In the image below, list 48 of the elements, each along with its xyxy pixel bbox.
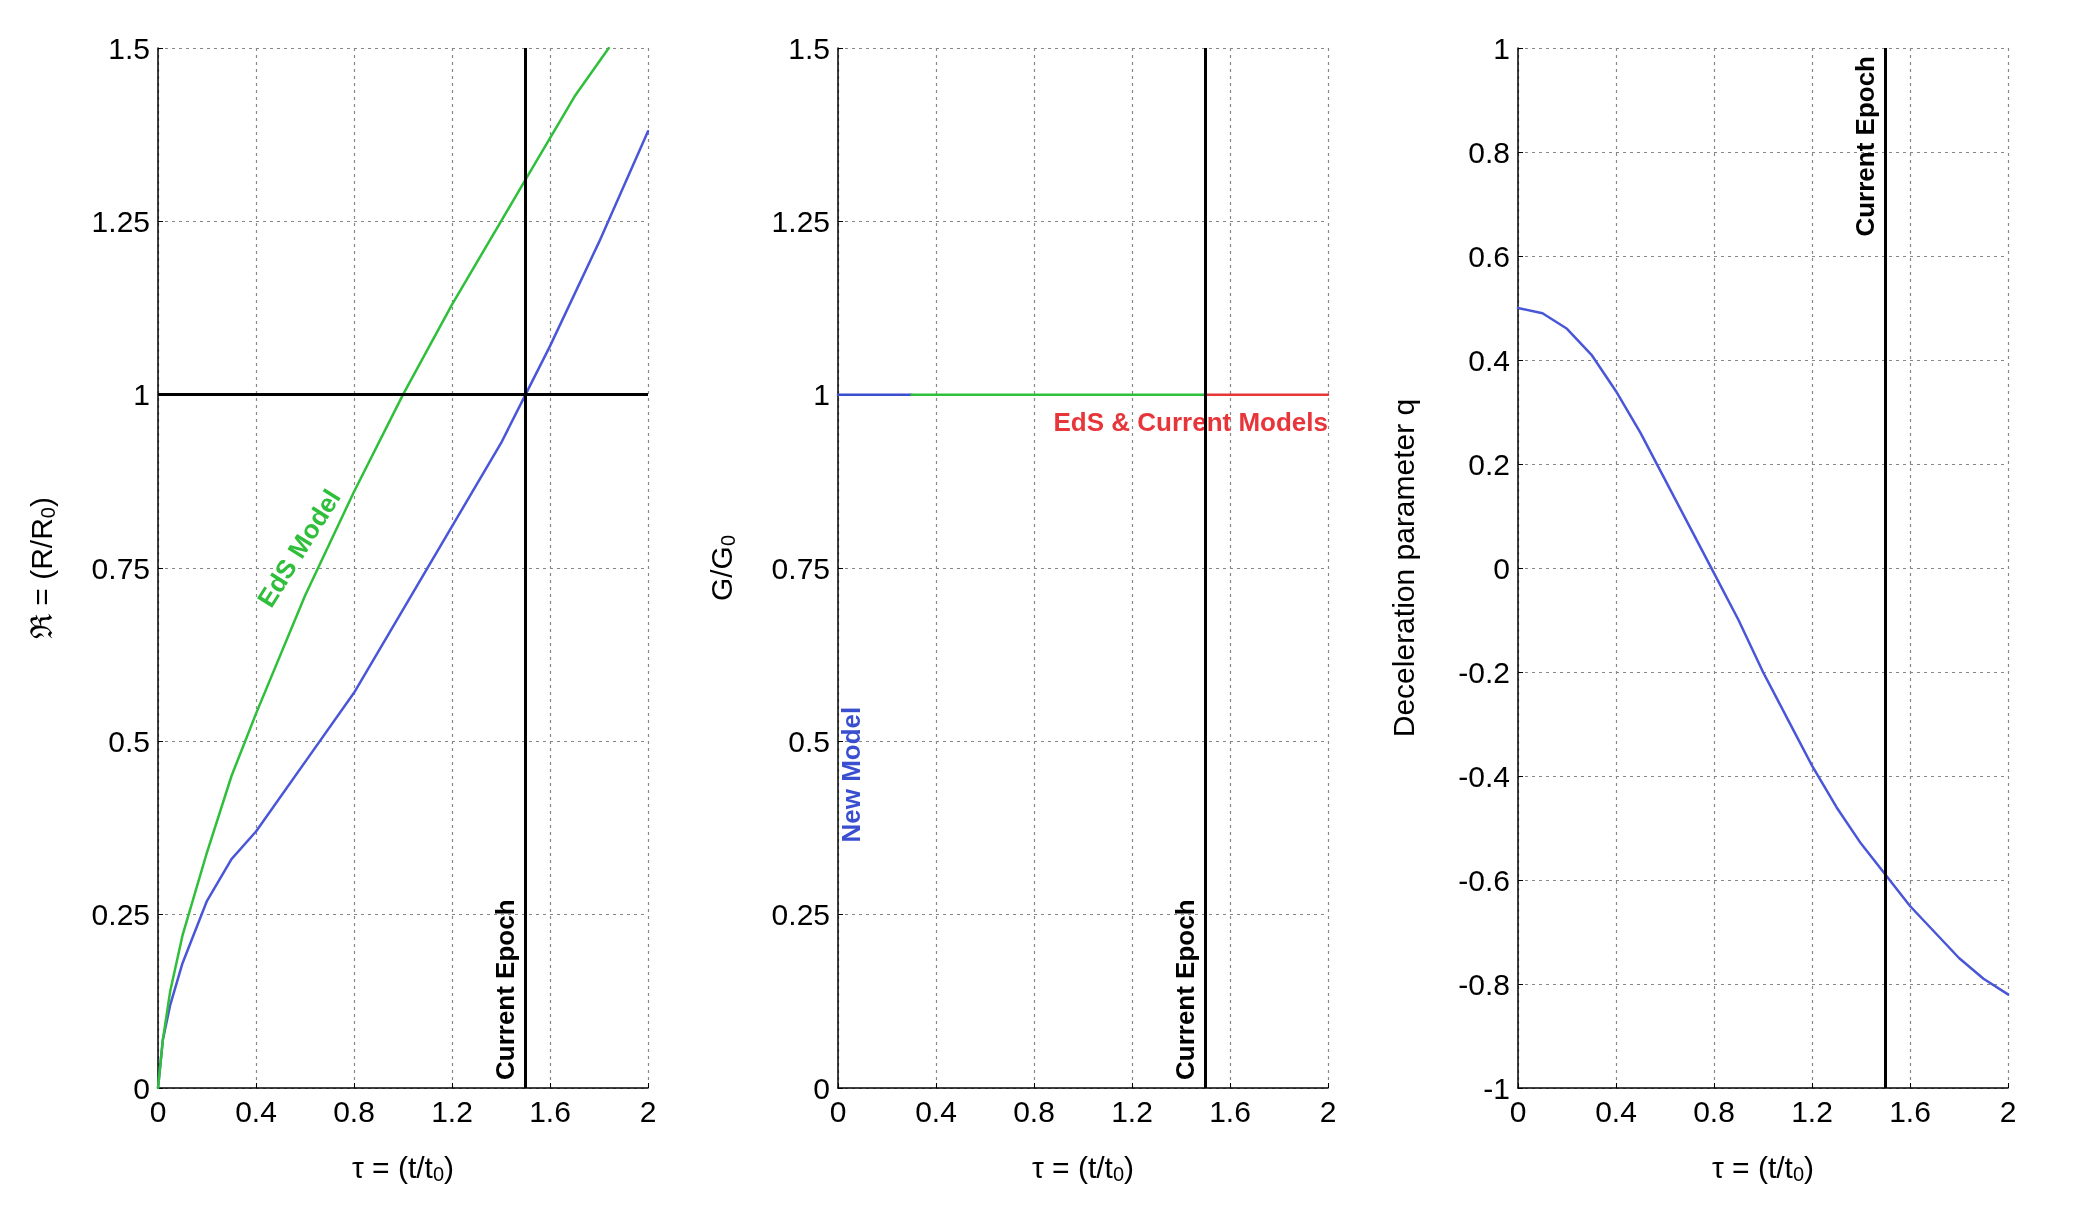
y-tick-label: -0.8: [1458, 967, 1510, 1001]
y-tick-label: 1.5: [108, 31, 150, 65]
x-tick-label: 2: [1999, 1094, 2017, 1128]
ref-line-label: Current Epoch: [1169, 899, 1200, 1080]
x-tick-label: 0.4: [915, 1094, 957, 1128]
y-tick-label: 0.4: [1468, 343, 1510, 377]
y-tick-label: 0.8: [1468, 135, 1510, 169]
x-tick-label: 1.2: [1111, 1094, 1153, 1128]
x-tick-label: 0.8: [1013, 1094, 1055, 1128]
x-tick-label: 1.6: [1889, 1094, 1931, 1128]
y-tick-label: 0.25: [91, 898, 150, 932]
y-tick-label: 0.2: [1468, 447, 1510, 481]
ref-line-label: Current Epoch: [1849, 56, 1880, 237]
y-tick-label: 0: [813, 1071, 830, 1105]
x-tick-label: 1.2: [1791, 1094, 1833, 1128]
y-tick-label: 1.5: [788, 31, 830, 65]
y-tick-label: -0.4: [1458, 759, 1510, 793]
x-tick-label: 1.2: [431, 1094, 473, 1128]
y-tick-label: 0.75: [91, 551, 150, 585]
y-tick-label: 0.25: [771, 898, 830, 932]
y-axis-title: Deceleration parameter q: [1386, 398, 1420, 738]
y-tick-label: 0.75: [771, 551, 830, 585]
y-tick-label: 1.25: [771, 204, 830, 238]
y-axis-title: ℜ = (R/R0): [24, 497, 59, 639]
y-tick-label: -0.6: [1458, 863, 1510, 897]
y-tick-label: 0: [1493, 551, 1510, 585]
y-tick-label: 1: [133, 378, 150, 412]
ref-line-label: Current Epoch: [489, 899, 520, 1080]
y-tick-label: 0.5: [108, 724, 150, 758]
y-tick-label: 0.6: [1468, 239, 1510, 273]
x-tick-label: 0.8: [333, 1094, 375, 1128]
y-tick-label: 1: [1493, 31, 1510, 65]
y-tick-label: 0: [133, 1071, 150, 1105]
x-tick-label: 0.4: [1595, 1094, 1637, 1128]
x-tick-label: 2: [639, 1094, 657, 1128]
y-tick-label: 1: [813, 378, 830, 412]
x-tick-label: 1.6: [529, 1094, 571, 1128]
y-tick-label: -0.2: [1458, 655, 1510, 689]
y-tick-label: 1.25: [91, 204, 150, 238]
y-tick-label: 0.5: [788, 724, 830, 758]
x-tick-label: 2: [1319, 1094, 1337, 1128]
y-tick-label: -1: [1483, 1071, 1510, 1105]
x-tick-label: 0.8: [1693, 1094, 1735, 1128]
x-tick-label: 1.6: [1209, 1094, 1251, 1128]
text: New Model: [836, 706, 866, 843]
line-series: [1516, 306, 2010, 996]
y-axis-title: G/G0: [704, 534, 739, 602]
x-tick-label: 0.4: [235, 1094, 277, 1128]
